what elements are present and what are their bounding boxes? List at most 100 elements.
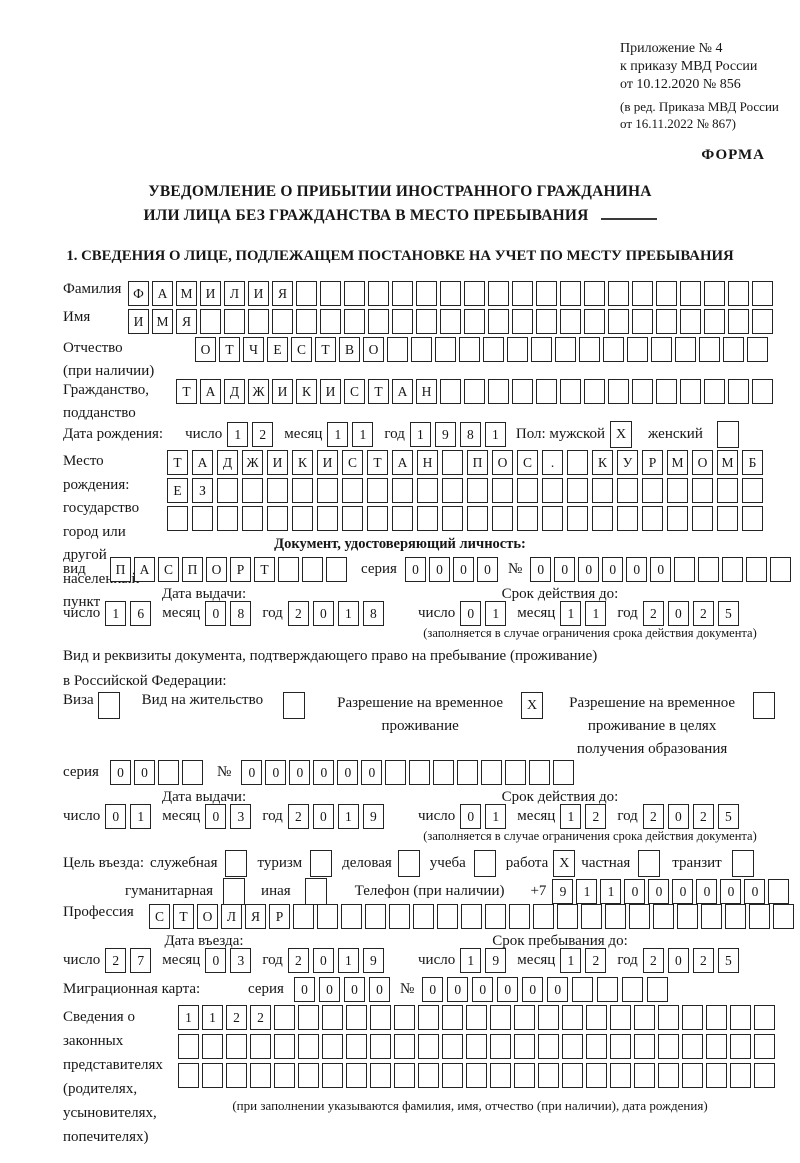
char-cell[interactable]: [647, 977, 669, 1002]
char-cell[interactable]: 2: [287, 804, 309, 829]
purpose-tourism-checkbox[interactable]: [310, 850, 333, 877]
char-cell[interactable]: [536, 379, 557, 404]
representatives-cells-row3[interactable]: [178, 1063, 775, 1088]
sex-female-checkbox[interactable]: [716, 421, 739, 448]
char-cell[interactable]: [394, 1063, 415, 1088]
char-cell[interactable]: 1: [585, 601, 607, 626]
char-cell[interactable]: [567, 506, 588, 531]
char-cell[interactable]: 9: [485, 948, 507, 973]
char-cell[interactable]: 0: [554, 557, 576, 582]
char-cell[interactable]: [387, 337, 408, 362]
char-cell[interactable]: [581, 904, 602, 929]
char-cell[interactable]: 7: [130, 948, 152, 973]
char-cell[interactable]: [533, 904, 554, 929]
char-cell[interactable]: В: [339, 337, 360, 362]
char-cell[interactable]: 0: [696, 879, 718, 904]
char-cell[interactable]: 2: [642, 804, 664, 829]
char-cell[interactable]: Т: [173, 904, 194, 929]
char-cell[interactable]: Л: [221, 904, 242, 929]
char-cell[interactable]: [603, 337, 624, 362]
char-cell[interactable]: 1: [352, 422, 374, 447]
char-cell[interactable]: 0: [720, 879, 742, 904]
char-cell[interactable]: [747, 337, 768, 362]
char-cell[interactable]: 1: [576, 879, 598, 904]
char-cell[interactable]: [488, 281, 509, 306]
char-cell[interactable]: С: [517, 450, 538, 475]
char-cell[interactable]: [466, 1005, 487, 1030]
char-cell[interactable]: 2: [692, 804, 714, 829]
char-cell[interactable]: [485, 904, 506, 929]
char-cell[interactable]: [505, 760, 527, 785]
purpose-other-checkbox[interactable]: [304, 878, 327, 905]
char-cell[interactable]: 2: [105, 948, 127, 973]
char-cell[interactable]: 0: [289, 760, 311, 785]
char-cell[interactable]: [320, 281, 341, 306]
char-cell[interactable]: [627, 337, 648, 362]
char-cell[interactable]: [542, 478, 563, 503]
char-cell[interactable]: [368, 309, 389, 334]
char-cell[interactable]: [586, 1063, 607, 1088]
char-cell[interactable]: [610, 1034, 631, 1059]
char-cell[interactable]: [488, 379, 509, 404]
char-cell[interactable]: 1: [337, 601, 359, 626]
char-cell[interactable]: [555, 337, 576, 362]
char-cell[interactable]: [317, 506, 338, 531]
char-cell[interactable]: [442, 1034, 463, 1059]
char-cell[interactable]: [773, 904, 794, 929]
char-cell[interactable]: [754, 1005, 775, 1030]
char-cell[interactable]: [752, 309, 773, 334]
char-cell[interactable]: 2: [287, 601, 309, 626]
purpose-business-checkbox[interactable]: [397, 850, 420, 877]
char-cell[interactable]: [680, 281, 701, 306]
char-cell[interactable]: 0: [422, 977, 444, 1002]
char-cell[interactable]: [344, 281, 365, 306]
char-cell[interactable]: [367, 478, 388, 503]
char-cell[interactable]: [370, 1034, 391, 1059]
char-cell[interactable]: Р: [230, 557, 251, 582]
char-cell[interactable]: [346, 1063, 367, 1088]
char-cell[interactable]: 3: [230, 948, 252, 973]
char-cell[interactable]: [742, 478, 763, 503]
char-cell[interactable]: [298, 1063, 319, 1088]
char-cell[interactable]: [435, 337, 456, 362]
char-cell[interactable]: 1: [227, 422, 249, 447]
char-cell[interactable]: 1: [178, 1005, 199, 1030]
char-cell[interactable]: [182, 760, 203, 785]
char-cell[interactable]: [617, 506, 638, 531]
char-cell[interactable]: [370, 1005, 391, 1030]
char-cell[interactable]: [770, 557, 792, 582]
char-cell[interactable]: [317, 904, 338, 929]
char-cell[interactable]: [717, 506, 738, 531]
char-cell[interactable]: 0: [312, 804, 334, 829]
char-cell[interactable]: 2: [287, 948, 309, 973]
char-cell[interactable]: 0: [624, 879, 646, 904]
char-cell[interactable]: [413, 904, 434, 929]
char-cell[interactable]: [704, 379, 725, 404]
char-cell[interactable]: [368, 281, 389, 306]
char-cell[interactable]: М: [152, 309, 173, 334]
char-cell[interactable]: [728, 309, 749, 334]
char-cell[interactable]: [418, 1034, 439, 1059]
char-cell[interactable]: П: [182, 557, 203, 582]
char-cell[interactable]: [267, 506, 288, 531]
char-cell[interactable]: 2: [585, 804, 607, 829]
char-cell[interactable]: 0: [472, 977, 494, 1002]
char-cell[interactable]: [442, 450, 463, 475]
temp-residence-education-checkbox[interactable]: [753, 692, 776, 719]
char-cell[interactable]: [622, 977, 644, 1002]
char-cell[interactable]: [634, 1034, 655, 1059]
char-cell[interactable]: И: [267, 450, 288, 475]
char-cell[interactable]: [481, 760, 503, 785]
char-cell[interactable]: 9: [362, 948, 384, 973]
char-cell[interactable]: 5: [717, 601, 739, 626]
char-cell[interactable]: 0: [110, 760, 131, 785]
char-cell[interactable]: П: [110, 557, 131, 582]
char-cell[interactable]: Т: [219, 337, 240, 362]
char-cell[interactable]: [658, 1005, 679, 1030]
